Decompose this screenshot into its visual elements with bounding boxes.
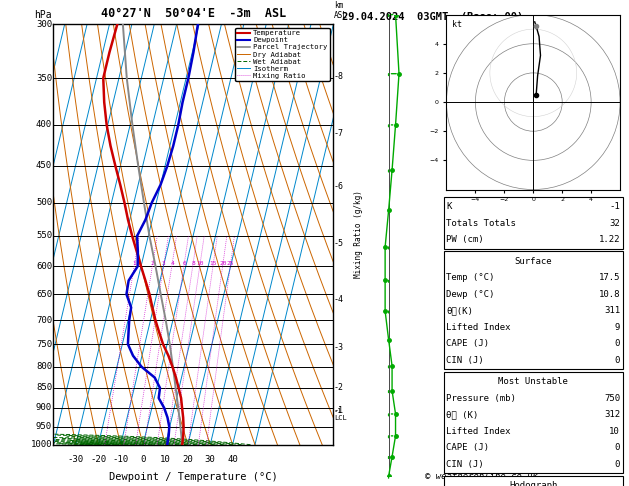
Text: -10: -10 xyxy=(113,455,129,464)
Text: Lifted Index: Lifted Index xyxy=(447,427,511,436)
Text: Dewpoint / Temperature (°C): Dewpoint / Temperature (°C) xyxy=(109,472,278,482)
Text: 311: 311 xyxy=(604,306,620,315)
Text: 850: 850 xyxy=(36,383,52,392)
Text: 400: 400 xyxy=(36,120,52,129)
Text: 0: 0 xyxy=(615,443,620,452)
Text: 17.5: 17.5 xyxy=(599,273,620,282)
FancyBboxPatch shape xyxy=(443,372,623,473)
Text: Mixing Ratio (g/kg): Mixing Ratio (g/kg) xyxy=(354,191,363,278)
Text: -2: -2 xyxy=(334,383,344,392)
Text: 25: 25 xyxy=(227,261,235,266)
Text: 300: 300 xyxy=(36,20,52,29)
FancyBboxPatch shape xyxy=(443,197,623,249)
Text: 40°27'N  50°04'E  -3m  ASL: 40°27'N 50°04'E -3m ASL xyxy=(101,7,286,20)
Text: 550: 550 xyxy=(36,231,52,241)
Text: K: K xyxy=(447,202,452,211)
Text: 3: 3 xyxy=(162,261,166,266)
Text: 20: 20 xyxy=(220,261,227,266)
Text: 4: 4 xyxy=(170,261,174,266)
Text: Surface: Surface xyxy=(515,257,552,266)
Text: θᴇ (K): θᴇ (K) xyxy=(447,410,479,419)
Legend: Temperature, Dewpoint, Parcel Trajectory, Dry Adiabat, Wet Adiabat, Isotherm, Mi: Temperature, Dewpoint, Parcel Trajectory… xyxy=(235,28,330,81)
Text: CIN (J): CIN (J) xyxy=(447,460,484,469)
Text: Temp (°C): Temp (°C) xyxy=(447,273,495,282)
Text: 6: 6 xyxy=(182,261,186,266)
Text: CAPE (J): CAPE (J) xyxy=(447,443,489,452)
Text: 950: 950 xyxy=(36,422,52,431)
Text: 700: 700 xyxy=(36,315,52,325)
Text: 10: 10 xyxy=(610,427,620,436)
Text: © weatheronline.co.uk: © weatheronline.co.uk xyxy=(425,472,538,481)
Text: 1000: 1000 xyxy=(31,440,52,449)
Text: -3: -3 xyxy=(334,344,344,352)
Text: -8: -8 xyxy=(334,71,344,81)
Text: 1.22: 1.22 xyxy=(599,235,620,244)
Text: 32: 32 xyxy=(610,219,620,228)
Text: 900: 900 xyxy=(36,403,52,413)
Text: -6: -6 xyxy=(334,182,344,191)
Text: 10: 10 xyxy=(196,261,204,266)
Text: 30: 30 xyxy=(205,455,216,464)
Text: hPa: hPa xyxy=(35,10,52,20)
Text: Lifted Index: Lifted Index xyxy=(447,323,511,332)
Text: 29.04.2024  03GMT  (Base: 00): 29.04.2024 03GMT (Base: 00) xyxy=(342,12,523,22)
Text: 10: 10 xyxy=(160,455,171,464)
FancyBboxPatch shape xyxy=(443,251,623,369)
Text: 0: 0 xyxy=(615,460,620,469)
Text: 0: 0 xyxy=(615,356,620,365)
Text: 600: 600 xyxy=(36,262,52,271)
Text: 800: 800 xyxy=(36,362,52,371)
Text: 312: 312 xyxy=(604,410,620,419)
Text: 450: 450 xyxy=(36,161,52,171)
Text: 750: 750 xyxy=(36,340,52,349)
Text: Dewp (°C): Dewp (°C) xyxy=(447,290,495,299)
Text: -4: -4 xyxy=(334,295,344,304)
Text: Hodograph: Hodograph xyxy=(509,481,557,486)
Text: 40: 40 xyxy=(227,455,238,464)
Text: 2: 2 xyxy=(151,261,155,266)
Text: Pressure (mb): Pressure (mb) xyxy=(447,394,516,403)
Text: km
ASL: km ASL xyxy=(334,0,348,20)
FancyBboxPatch shape xyxy=(443,476,623,486)
Text: 0: 0 xyxy=(615,339,620,348)
Text: -5: -5 xyxy=(334,239,344,248)
Text: 10.8: 10.8 xyxy=(599,290,620,299)
Text: 750: 750 xyxy=(604,394,620,403)
Text: CIN (J): CIN (J) xyxy=(447,356,484,365)
Text: 0: 0 xyxy=(140,455,146,464)
Text: -7: -7 xyxy=(334,129,344,138)
Text: -1: -1 xyxy=(334,406,344,416)
Text: 650: 650 xyxy=(36,290,52,299)
Text: 1: 1 xyxy=(133,261,136,266)
Text: 500: 500 xyxy=(36,198,52,207)
Text: 9: 9 xyxy=(615,323,620,332)
Text: -1
LCL: -1 LCL xyxy=(334,408,347,421)
Text: -1: -1 xyxy=(610,202,620,211)
Text: Totals Totals: Totals Totals xyxy=(447,219,516,228)
Text: 15: 15 xyxy=(209,261,217,266)
Text: PW (cm): PW (cm) xyxy=(447,235,484,244)
Text: 350: 350 xyxy=(36,73,52,83)
Text: Most Unstable: Most Unstable xyxy=(498,377,568,386)
Text: CAPE (J): CAPE (J) xyxy=(447,339,489,348)
Text: θᴇ(K): θᴇ(K) xyxy=(447,306,474,315)
Text: -20: -20 xyxy=(90,455,106,464)
Text: 8: 8 xyxy=(191,261,195,266)
Text: -30: -30 xyxy=(68,455,84,464)
Text: 20: 20 xyxy=(182,455,193,464)
